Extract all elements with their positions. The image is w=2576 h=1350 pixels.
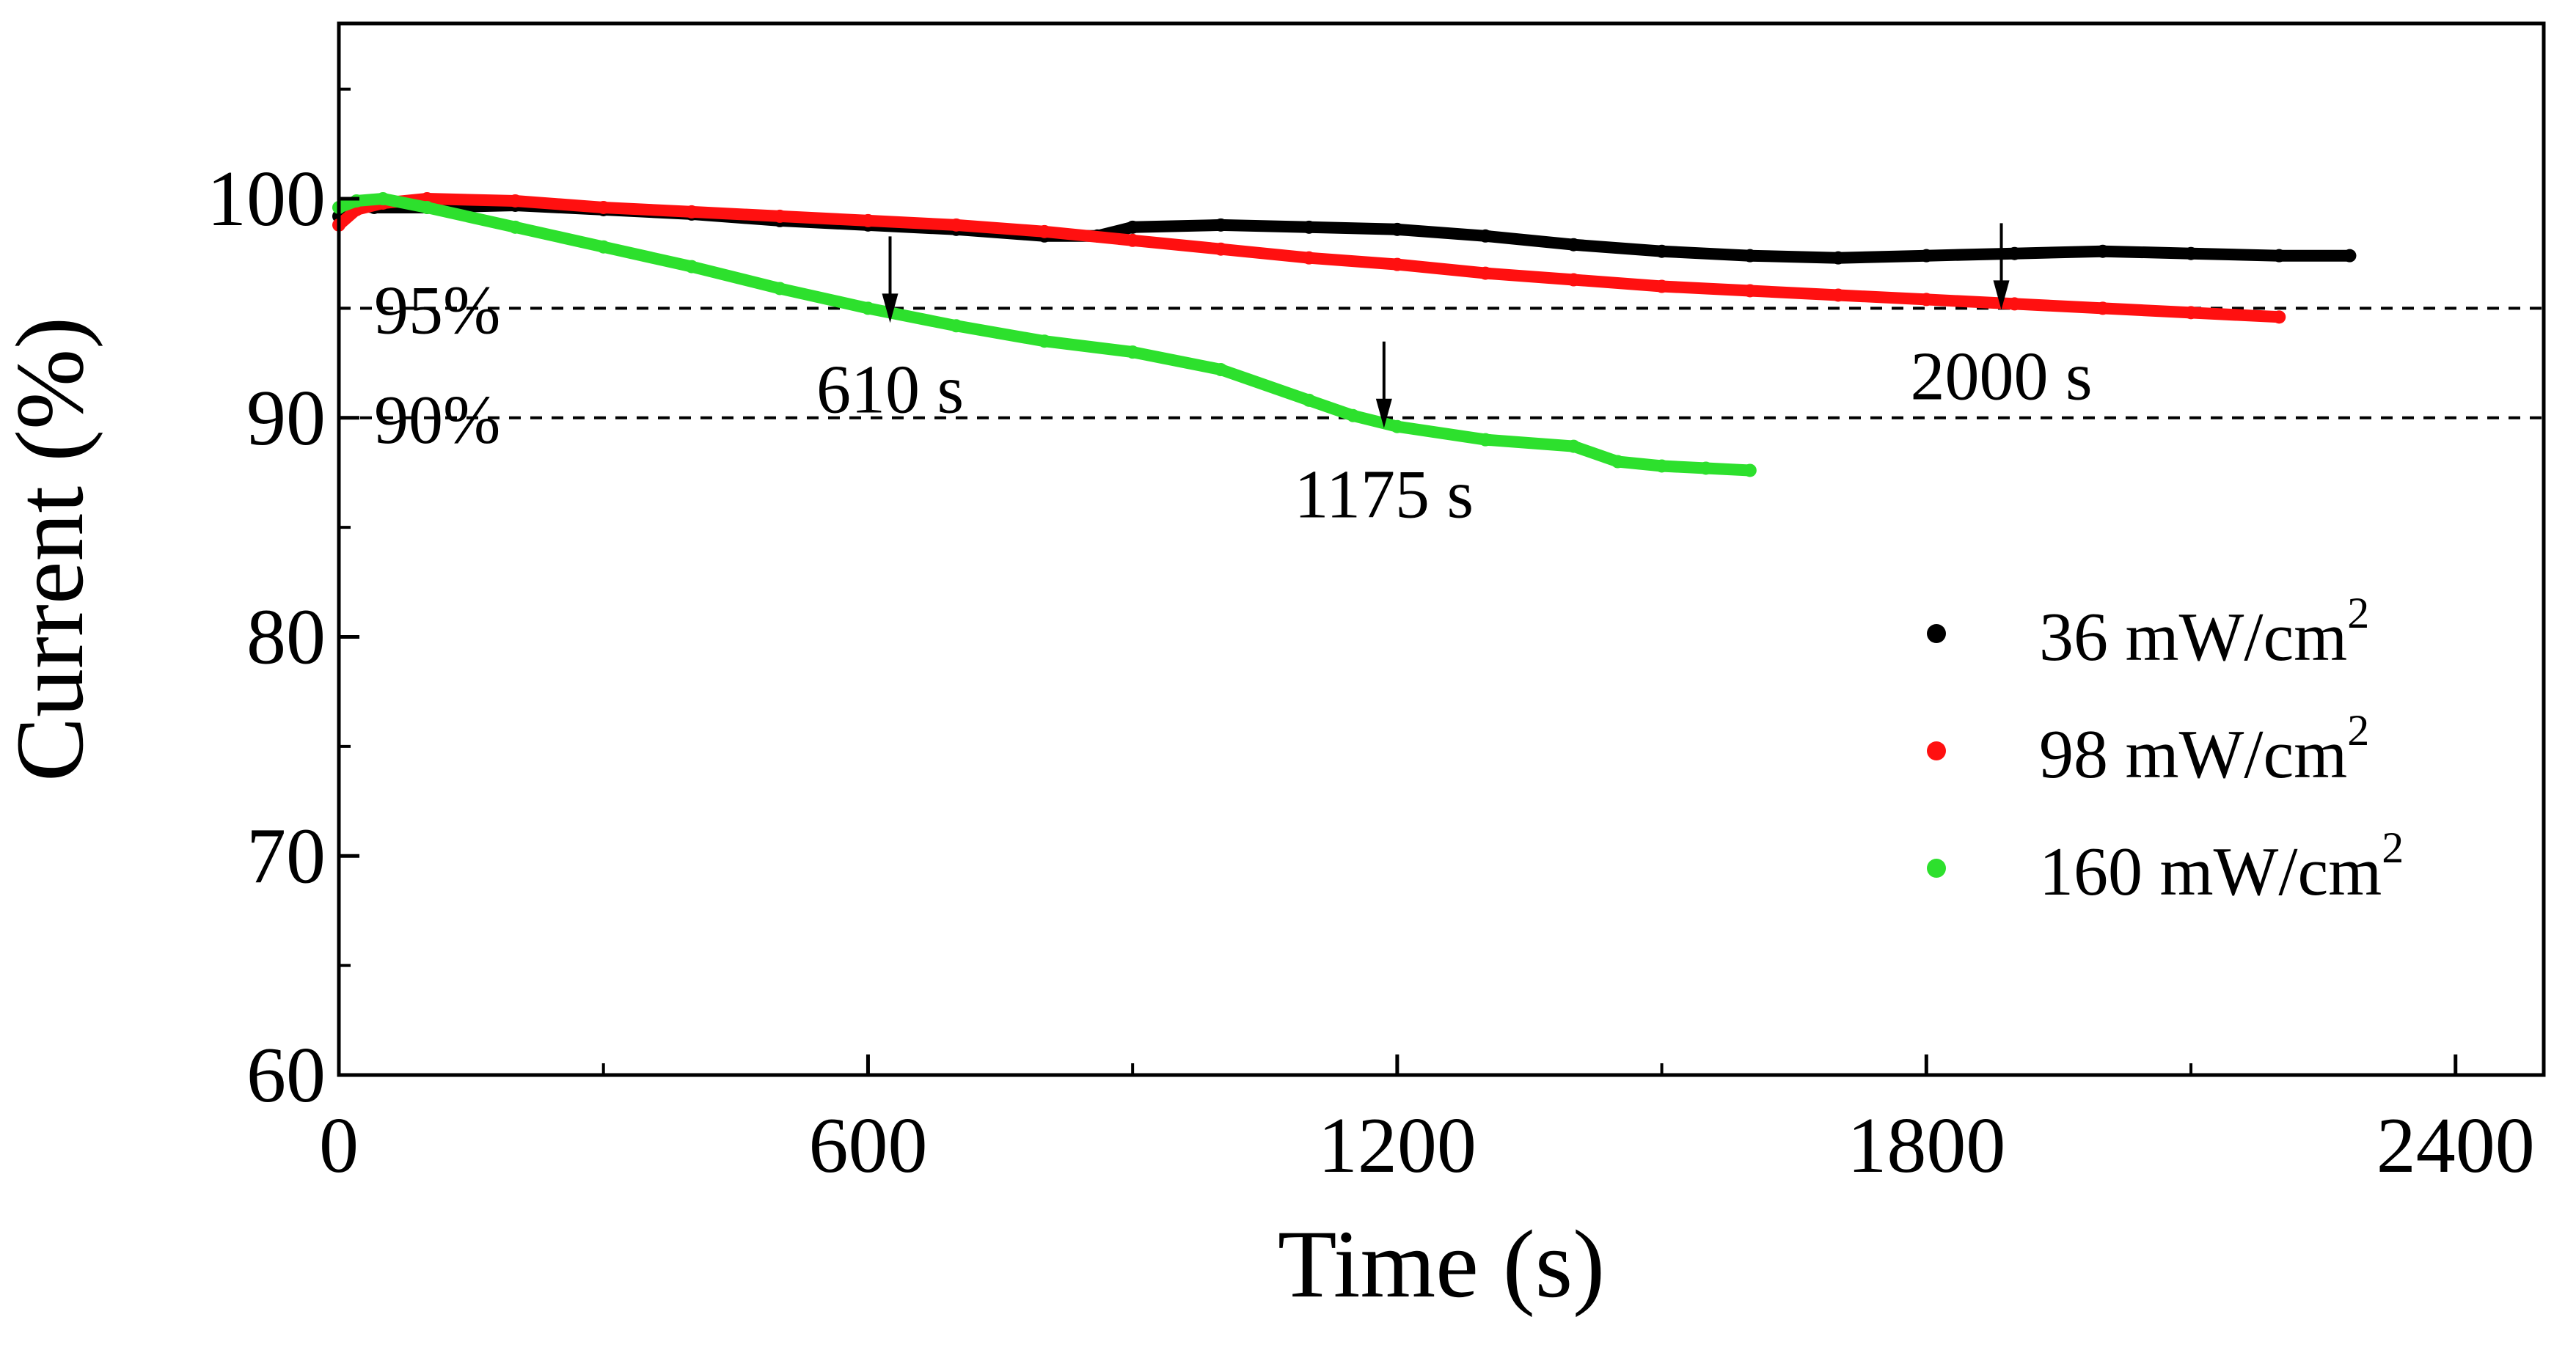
- data-point: [1302, 251, 1316, 265]
- data-point: [1479, 229, 1493, 243]
- data-point: [1214, 242, 1228, 256]
- data-point: [376, 192, 390, 205]
- annotation-arrow-head: [1375, 398, 1392, 428]
- legend-label-superscript: 2: [2347, 706, 2369, 755]
- data-point: [773, 209, 787, 223]
- legend-marker: [1927, 859, 1946, 878]
- data-point: [861, 213, 875, 227]
- x-tick-label: 1200: [1318, 1102, 1477, 1189]
- y-tick-label: 80: [246, 594, 326, 681]
- data-point: [2184, 246, 2198, 260]
- series-line: [333, 193, 1756, 477]
- data-point: [2272, 249, 2286, 263]
- data-point: [1920, 293, 1933, 307]
- legend-label-superscript: 2: [2347, 589, 2369, 637]
- data-point: [1390, 419, 1404, 433]
- data-point: [420, 200, 434, 214]
- y-tick-label: 60: [246, 1032, 326, 1119]
- legend-label: 98 mW/cm2: [2039, 706, 2369, 793]
- x-tick-label: 0: [319, 1102, 359, 1189]
- data-point: [1611, 455, 1625, 469]
- legend-label-superscript: 2: [2382, 823, 2404, 872]
- data-point: [1214, 218, 1228, 232]
- data-point: [1699, 461, 1713, 475]
- plot-frame: [337, 21, 2546, 1077]
- annotation-arrow-head: [882, 293, 899, 323]
- data-point: [1479, 266, 1493, 280]
- annotation-label: 1175 s: [1295, 457, 1474, 533]
- data-point: [1567, 238, 1581, 252]
- data-point: [949, 319, 963, 333]
- data-point: [1126, 220, 1140, 234]
- data-point: [2096, 301, 2110, 315]
- data-point: [684, 260, 698, 274]
- data-point: [949, 218, 963, 232]
- data-point: [1126, 233, 1140, 247]
- annotations: 610 s 1175 s 2000 s: [816, 223, 2093, 533]
- legend-label: 36 mW/cm2: [2039, 589, 2369, 675]
- data-point: [1302, 393, 1316, 407]
- legend-marker: [1927, 741, 1946, 760]
- data-point: [1037, 334, 1051, 348]
- data-point: [684, 205, 698, 219]
- data-point: [861, 301, 875, 315]
- data-point: [1567, 439, 1581, 453]
- data-point: [1655, 244, 1669, 258]
- data-point: [350, 194, 364, 208]
- data-point: [1567, 273, 1581, 287]
- data-point: [1655, 279, 1669, 293]
- data-point: [2008, 246, 2021, 260]
- series-layer: [332, 192, 2357, 477]
- legend-label: 160 mW/cm2: [2039, 823, 2404, 910]
- data-point: [2343, 249, 2357, 263]
- y-axis-title: Current (%): [0, 317, 103, 782]
- x-tick-label: 2400: [2376, 1102, 2535, 1189]
- data-point: [596, 240, 610, 254]
- reference-line-label: 95%: [374, 272, 500, 348]
- annotation-label: 610 s: [816, 351, 964, 428]
- data-point: [2096, 244, 2110, 258]
- data-point: [1214, 363, 1228, 377]
- y-tick-label: 100: [207, 155, 326, 243]
- data-point: [2184, 306, 2198, 320]
- data-point: [1302, 220, 1316, 234]
- data-point: [1743, 463, 1757, 477]
- data-point: [1832, 251, 1845, 265]
- data-point: [508, 194, 522, 208]
- data-point: [1743, 249, 1757, 263]
- data-point: [1346, 408, 1360, 422]
- axis-ticks: 0 600 1200 1800 2400 60 70 80 90 100: [207, 87, 2535, 1189]
- reference-line-label: 90%: [374, 382, 500, 458]
- y-tick-label: 90: [246, 375, 326, 462]
- legend: 36 mW/cm2 98 mW/cm2 160 mW/cm2: [1927, 589, 2404, 910]
- data-point: [2008, 297, 2021, 311]
- data-point: [1743, 284, 1757, 298]
- data-point: [2272, 310, 2286, 324]
- data-point: [508, 220, 522, 234]
- data-point: [1390, 222, 1404, 236]
- annotation-arrow-head: [1993, 280, 2010, 310]
- data-point: [1390, 257, 1404, 271]
- data-point: [1655, 459, 1669, 473]
- data-point: [1832, 288, 1845, 302]
- data-point: [773, 282, 787, 296]
- annotation-label: 2000 s: [1910, 338, 2092, 414]
- data-point: [1479, 433, 1493, 447]
- data-point: [1126, 345, 1140, 359]
- data-point: [1920, 249, 1933, 263]
- legend-marker: [1927, 624, 1946, 643]
- y-tick-label: 70: [246, 812, 326, 900]
- x-axis-title: Time (s): [1278, 1210, 1605, 1318]
- x-tick-label: 1800: [1847, 1102, 2005, 1189]
- data-point: [596, 200, 610, 214]
- x-tick-label: 600: [808, 1102, 927, 1189]
- data-point: [1037, 224, 1051, 238]
